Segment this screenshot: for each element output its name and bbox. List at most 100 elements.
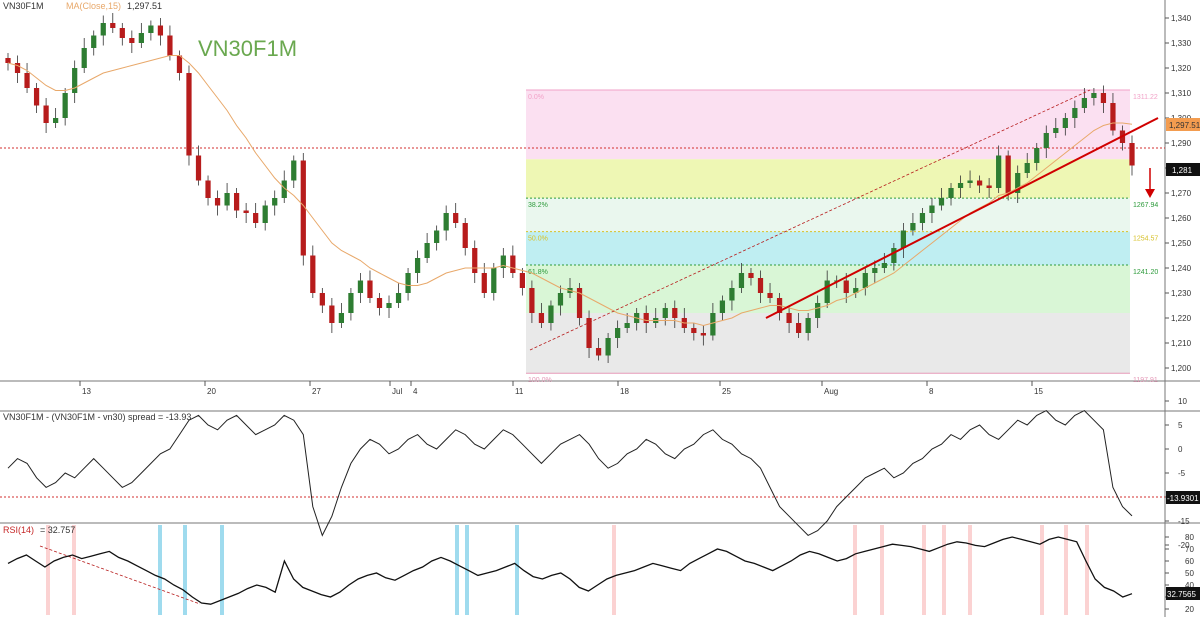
rsi-title-name: RSI(14) xyxy=(3,525,34,535)
candle-body xyxy=(300,160,306,256)
fib-level-left-label: 61.8% xyxy=(528,269,548,276)
rsi-tick-label: 40 xyxy=(1185,581,1194,590)
candle-body xyxy=(910,223,916,231)
candle-body xyxy=(595,348,602,356)
candle-body xyxy=(1053,128,1059,133)
candle-body xyxy=(824,280,830,303)
spread-tick-label: -15 xyxy=(1178,517,1190,526)
rsi-line xyxy=(7,536,1133,605)
candle-body xyxy=(5,58,11,63)
candle-body xyxy=(691,328,697,333)
candle-body xyxy=(557,293,564,306)
candle-body xyxy=(291,160,297,181)
rsi-overbought-band xyxy=(968,525,972,615)
candle-body xyxy=(91,35,97,48)
rsi-trendline xyxy=(39,545,201,605)
price-header-symbol: VN30F1M xyxy=(3,1,44,11)
candle-body xyxy=(224,193,230,206)
candle-body xyxy=(1072,108,1078,118)
candle-body xyxy=(672,308,678,318)
candle-body xyxy=(157,25,164,36)
x-tick-label: 13 xyxy=(82,387,91,396)
candle-body xyxy=(986,185,992,188)
x-tick-label: 11 xyxy=(515,387,524,396)
candle-body xyxy=(1043,133,1049,148)
candle-body xyxy=(24,73,30,88)
price-tick-label: 1,220 xyxy=(1171,314,1192,323)
candle-body xyxy=(576,288,583,318)
candle-body xyxy=(1100,93,1107,103)
candle-body xyxy=(148,25,154,33)
candle-body xyxy=(100,23,106,36)
candle-body xyxy=(976,180,983,186)
fibonacci-retracement: 0.0% 1311.22 38.2% 1267.94 50.0% 1254.57 61.8%… xyxy=(526,89,1158,384)
candle-body xyxy=(795,323,802,333)
fib-level-left-label: 50.0% xyxy=(528,236,548,243)
price-tick-label: 1,340 xyxy=(1171,14,1192,23)
rsi-title-value: = 32.757 xyxy=(40,525,75,535)
candle-body xyxy=(348,293,354,313)
candle-body xyxy=(510,255,516,273)
rsi-overbought-band xyxy=(1085,525,1089,615)
candle-body xyxy=(1005,155,1011,193)
rsi-tick-label: 60 xyxy=(1185,557,1194,566)
candle-body xyxy=(738,273,745,288)
fib-level-right-label: 1241.20 xyxy=(1133,269,1158,276)
candle-body xyxy=(462,223,468,248)
rsi-overbought-band xyxy=(853,525,857,615)
fib-zone xyxy=(526,313,1130,374)
spread-tick-label: 0 xyxy=(1178,445,1183,454)
price-tick-label: 1,320 xyxy=(1171,64,1192,73)
candle-body xyxy=(500,255,506,268)
candle-body xyxy=(272,198,278,206)
spread-badge xyxy=(1166,491,1200,504)
candle-body xyxy=(395,293,402,303)
candle-body xyxy=(262,205,268,223)
candle-body xyxy=(43,105,49,123)
candle-body xyxy=(938,198,945,206)
last-price-badge xyxy=(1166,163,1200,176)
candle-body xyxy=(700,333,706,336)
x-axis: 13 20 27 Jul 4 11 18 25 Aug 8 15 xyxy=(79,381,1043,396)
candle-body xyxy=(72,68,78,93)
candle-body xyxy=(957,183,964,188)
candle-body xyxy=(167,35,173,56)
x-tick-label: 18 xyxy=(620,387,629,396)
candle-body xyxy=(786,313,792,323)
candle-body xyxy=(996,155,1002,188)
candle-body xyxy=(624,323,630,328)
x-tick-label: 8 xyxy=(929,387,934,396)
rsi-overbought-band xyxy=(1040,525,1044,615)
x-tick-label: 15 xyxy=(1034,387,1043,396)
candle-body xyxy=(1024,163,1030,173)
candle-body xyxy=(481,273,487,293)
candle-body xyxy=(748,273,754,278)
candle-body xyxy=(33,88,40,106)
spread-badge-label: -13.9301 xyxy=(1167,494,1199,503)
candle-body xyxy=(615,328,621,338)
fib-level-right-label: 1254.57 xyxy=(1133,236,1158,243)
rsi-signal-bands xyxy=(46,525,1089,615)
candle-body xyxy=(195,155,202,181)
candle-body xyxy=(929,205,935,213)
candle-body xyxy=(129,38,135,43)
candle-body xyxy=(357,280,364,293)
fib-level-right-label: 1197.91 xyxy=(1133,377,1158,384)
rsi-badge xyxy=(1166,587,1200,600)
candle-body xyxy=(719,300,726,313)
candle-body xyxy=(1062,118,1068,128)
fib-level-left-label: 0.0% xyxy=(528,94,544,101)
candle-body xyxy=(472,248,478,273)
candle-body xyxy=(424,243,430,258)
x-tick-label: 25 xyxy=(722,387,731,396)
candle-body xyxy=(434,230,440,243)
candle-body xyxy=(376,298,383,308)
last-price-badge-label: 1,281 xyxy=(1172,166,1193,175)
candle-body xyxy=(491,268,497,293)
price-tick-label: 1,310 xyxy=(1171,89,1192,98)
fib-zone xyxy=(526,89,1130,160)
x-tick-label: Jul xyxy=(392,387,402,396)
candle-body xyxy=(14,63,21,73)
candle-body xyxy=(443,213,449,231)
candlestick-series xyxy=(5,13,1135,363)
